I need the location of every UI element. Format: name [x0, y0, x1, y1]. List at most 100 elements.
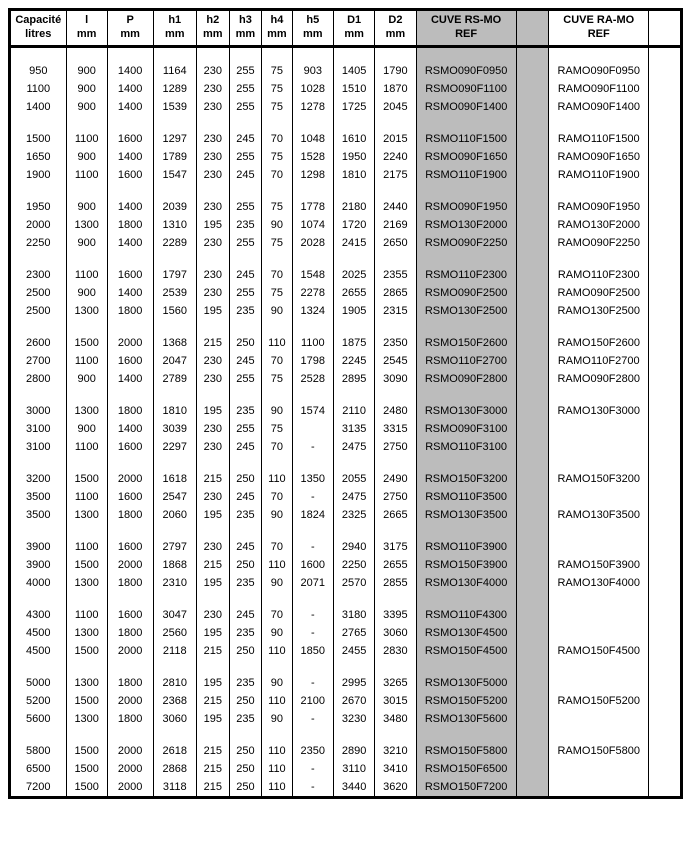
table-cell: 2700 [10, 352, 67, 370]
table-cell: RSMO090F1650 [416, 148, 516, 166]
spacer-cell [196, 524, 229, 538]
spacer-cell [10, 116, 67, 130]
table-cell: 1300 [66, 302, 107, 320]
table-cell: 900 [66, 62, 107, 80]
table-cell: 3060 [375, 624, 416, 642]
table-cell [549, 710, 649, 728]
table-cell: RSMO090F0950 [416, 62, 516, 80]
table-cell: 1600 [292, 556, 333, 574]
table-cell: 2071 [292, 574, 333, 592]
table-cell: 1400 [107, 284, 153, 302]
spacer-cell [107, 524, 153, 538]
header-line1: h1 [154, 14, 196, 28]
spacer-cell [262, 184, 292, 198]
table-cell: 1618 [153, 470, 196, 488]
table-row: 5800150020002618215250110235028903210RSM… [10, 742, 682, 760]
table-cell [516, 334, 549, 352]
table-cell: 5800 [10, 742, 67, 760]
table-cell: 4500 [10, 642, 67, 660]
table-cell: 2000 [10, 216, 67, 234]
spacer-cell [333, 116, 374, 130]
spacer-cell [196, 320, 229, 334]
spacer-cell [10, 456, 67, 470]
table-row: 14009001400153923025575127817252045RSMO0… [10, 98, 682, 116]
table-cell: 3175 [375, 538, 416, 556]
table-cell: RAMO090F1650 [549, 148, 649, 166]
table-cell: 230 [196, 284, 229, 302]
table-cell: 3500 [10, 506, 67, 524]
table-cell: 90 [262, 216, 292, 234]
table-cell [649, 352, 682, 370]
spacer-cell [649, 388, 682, 402]
table-cell: RAMO090F2500 [549, 284, 649, 302]
header-line2: REF [549, 28, 648, 42]
table-cell: RSMO090F2500 [416, 284, 516, 302]
table-cell: 1500 [66, 692, 107, 710]
header-line1: P [108, 14, 153, 28]
table-cell: 75 [262, 234, 292, 252]
header-line2: mm [154, 28, 196, 42]
table-cell [549, 624, 649, 642]
table-cell: 1539 [153, 98, 196, 116]
table-cell [292, 420, 333, 438]
table-cell: 1800 [107, 624, 153, 642]
table-cell: 2868 [153, 760, 196, 778]
table-cell: 3039 [153, 420, 196, 438]
table-cell: 2025 [333, 266, 374, 284]
spacer-cell [549, 388, 649, 402]
table-cell: 1600 [107, 438, 153, 456]
spacer-cell [107, 592, 153, 606]
table-cell: 3090 [375, 370, 416, 388]
spacer-cell [153, 116, 196, 130]
spacer-cell [262, 116, 292, 130]
spacer-cell [66, 456, 107, 470]
table-cell: RAMO150F3900 [549, 556, 649, 574]
table-cell: 3210 [375, 742, 416, 760]
spacer-cell [375, 592, 416, 606]
spacer-cell [66, 47, 107, 63]
table-cell: 1875 [333, 334, 374, 352]
table-cell: 110 [262, 642, 292, 660]
spacer-cell [196, 592, 229, 606]
table-cell [649, 642, 682, 660]
header-line2: mm [293, 28, 333, 42]
spacer-cell [10, 184, 67, 198]
spacer-cell [292, 252, 333, 266]
table-cell [649, 606, 682, 624]
table-cell: 3135 [333, 420, 374, 438]
table-row: 500013001800281019523590-29953265RSMO130… [10, 674, 682, 692]
table-cell: 230 [196, 98, 229, 116]
table-cell: RSMO110F3900 [416, 538, 516, 556]
table-cell: 3100 [10, 420, 67, 438]
table-cell: RAMO150F3200 [549, 470, 649, 488]
table-cell [516, 98, 549, 116]
table-cell [649, 302, 682, 320]
table-cell: 2180 [333, 198, 374, 216]
table-cell: 90 [262, 624, 292, 642]
table-cell [649, 370, 682, 388]
spacer-cell [375, 116, 416, 130]
spacer-cell [516, 116, 549, 130]
table-cell: 1100 [66, 166, 107, 184]
table-cell: 215 [196, 760, 229, 778]
table-cell: RAMO090F1400 [549, 98, 649, 116]
table-cell: 1600 [107, 606, 153, 624]
spacer-cell [375, 47, 416, 63]
table-cell: 900 [66, 148, 107, 166]
table-row: 5200150020002368215250110210026703015RSM… [10, 692, 682, 710]
table-cell: 195 [196, 624, 229, 642]
table-cell: 900 [66, 284, 107, 302]
header-line1: h3 [230, 14, 262, 28]
table-cell [516, 760, 549, 778]
header-cell: Capacitélitres [10, 10, 67, 47]
table-cell [649, 742, 682, 760]
table-cell: 1300 [66, 216, 107, 234]
table-row: 6500150020002868215250110-31103410RSMO15… [10, 760, 682, 778]
table-cell [516, 80, 549, 98]
table-cell [516, 778, 549, 798]
table-row: 430011001600304723024570-31803395RSMO110… [10, 606, 682, 624]
spacer-cell [416, 184, 516, 198]
header-cell: h3mm [229, 10, 262, 47]
spacer-cell [649, 456, 682, 470]
table-cell: 2297 [153, 438, 196, 456]
